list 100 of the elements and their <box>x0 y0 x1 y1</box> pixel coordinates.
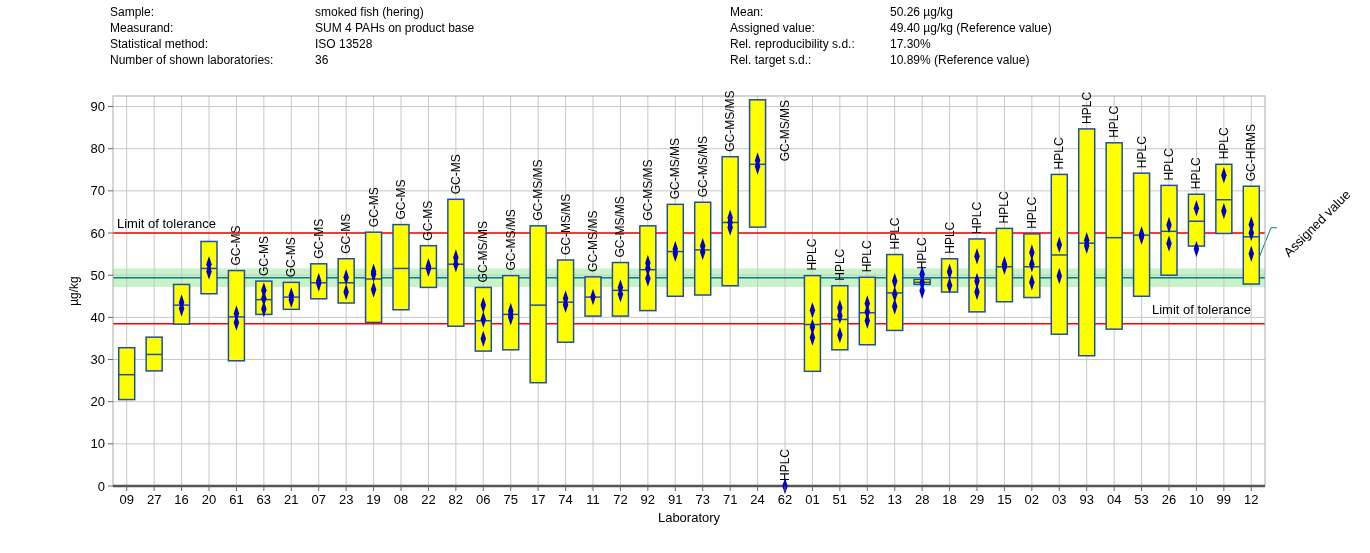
y-tick-label: 50 <box>90 267 105 283</box>
annotation: GC-MS <box>421 200 436 241</box>
text: SUM 4 PAHs on product base <box>315 21 475 35</box>
annotation: GC-MS <box>366 187 381 228</box>
annotation: GC-MS/MS <box>531 159 546 221</box>
annotation: GC-MS <box>394 179 408 220</box>
x-tick-label: 74 <box>558 492 573 507</box>
y-tick-label: 20 <box>90 394 105 410</box>
x-tick-label: 72 <box>613 492 628 507</box>
y-tick-label: 60 <box>90 225 105 241</box>
x-tick-label: 73 <box>695 492 710 507</box>
x-tick-label: 29 <box>969 492 985 507</box>
ref-line-label: Limit of tolerance <box>1152 301 1251 317</box>
text: Mean: <box>730 5 764 19</box>
y-tick-label: 40 <box>90 309 105 325</box>
x-tick-label: 02 <box>1024 492 1040 507</box>
x-tick-label: 04 <box>1106 492 1122 507</box>
x-tick-label: 21 <box>284 492 299 507</box>
annotation: GC-HRMS <box>1244 123 1259 182</box>
x-tick-label: 99 <box>1216 492 1232 507</box>
text: Number of shown laboratories: <box>110 53 274 67</box>
annotation: GC-MS/MS <box>503 209 518 271</box>
annotation: HPLC <box>860 239 875 273</box>
annotation: HPLC <box>997 191 1012 224</box>
x-tick-label: 23 <box>338 492 354 507</box>
x-tick-label: 12 <box>1244 492 1259 507</box>
x-tick-label: 18 <box>942 492 957 507</box>
annotation: GC-MS <box>284 237 299 278</box>
text: ISO 13528 <box>315 37 373 51</box>
y-tick-label: 80 <box>90 141 105 157</box>
x-tick-label: 82 <box>448 492 464 507</box>
text: Measurand: <box>110 21 174 35</box>
annotation: GC-MS/MS <box>668 138 683 200</box>
x-tick-label: 15 <box>997 492 1012 507</box>
x-tick-label: 03 <box>1052 492 1067 507</box>
x-tick-label: 28 <box>914 492 930 507</box>
x-tick-label: 06 <box>476 492 491 507</box>
x-tick-label: 61 <box>229 492 244 507</box>
annotation: HPLC <box>1189 156 1204 190</box>
annotation: GC-MS/MS <box>778 100 792 162</box>
x-tick-label: 51 <box>832 492 848 507</box>
annotation: HPLC <box>1134 135 1149 169</box>
x-tick-label: 08 <box>393 492 409 507</box>
x-tick-label: 09 <box>119 492 134 507</box>
x-tick-label: 07 <box>311 492 326 507</box>
annotation: HPLC <box>832 248 847 281</box>
y-tick-label: 0 <box>97 478 105 494</box>
x-tick-label: 63 <box>256 492 272 507</box>
x-tick-label: 91 <box>668 492 683 507</box>
text: 49.40 µg/kg (Reference value) <box>890 21 1052 35</box>
x-tick-label: 19 <box>366 492 381 507</box>
annotation: GC-MS <box>256 236 271 277</box>
x-tick-label: 75 <box>503 492 518 507</box>
text: Statistical method: <box>110 37 209 51</box>
text: Assigned value: <box>730 21 815 35</box>
annotation: HPLC <box>1162 148 1176 181</box>
x-tick-label: 71 <box>722 492 738 507</box>
x-tick-label: 26 <box>1161 492 1177 507</box>
x-tick-label: 11 <box>586 492 600 507</box>
annotation: HPLC <box>1079 91 1094 124</box>
x-tick-label: 52 <box>860 492 875 507</box>
text: 50.26 µg/kg <box>890 5 953 19</box>
annotation: GC-MS/MS <box>695 135 710 198</box>
annotation: GC-MS <box>311 218 326 259</box>
text: Rel. target s.d.: <box>730 53 812 67</box>
x-tick-label: 16 <box>174 492 189 507</box>
annotation: HPLC <box>778 448 792 481</box>
annotation: HPLC <box>970 201 984 234</box>
annotation: GC-MS <box>229 225 244 266</box>
annotation: HPLC <box>1107 105 1122 138</box>
x-tick-label: 53 <box>1134 492 1149 507</box>
x-tick-label: 93 <box>1079 492 1094 507</box>
annotation: HPLC <box>1052 137 1067 170</box>
annotation: GC-MS/MS <box>476 221 491 283</box>
x-tick-label: 92 <box>640 492 656 507</box>
text: smoked fish (hering) <box>315 5 424 19</box>
annotation: GC-MS/MS <box>558 193 573 256</box>
text: Sample: <box>110 5 155 19</box>
x-tick-label: 13 <box>887 492 902 507</box>
x-tick-label: 17 <box>530 492 546 507</box>
annotation: HPLC <box>1024 196 1039 229</box>
annotation: GC-MS/MS <box>586 210 600 272</box>
x-tick-label: 24 <box>750 492 765 507</box>
annotation: HPLC <box>805 238 820 271</box>
x-axis-title: Laboratory <box>657 510 721 525</box>
y-tick-label: 30 <box>90 352 105 368</box>
text: Rel. reproducibility s.d.: <box>730 37 855 51</box>
annotation: HPLC <box>1216 126 1231 160</box>
text: 10.89% (Reference value) <box>890 53 1030 67</box>
annotation: HPLC <box>915 237 930 270</box>
x-tick-label: 22 <box>421 492 436 507</box>
x-tick-label: 62 <box>777 492 793 507</box>
x-tick-label: 10 <box>1189 492 1204 507</box>
y-tick-label: 10 <box>90 436 105 452</box>
x-tick-label: 27 <box>146 492 162 507</box>
annotation: HPLC <box>887 217 902 250</box>
x-tick-label: 20 <box>201 492 217 507</box>
y-axis-title: µg/kg <box>67 276 81 306</box>
ref-line-label: Limit of tolerance <box>117 216 216 232</box>
y-tick-label: 90 <box>90 99 105 115</box>
